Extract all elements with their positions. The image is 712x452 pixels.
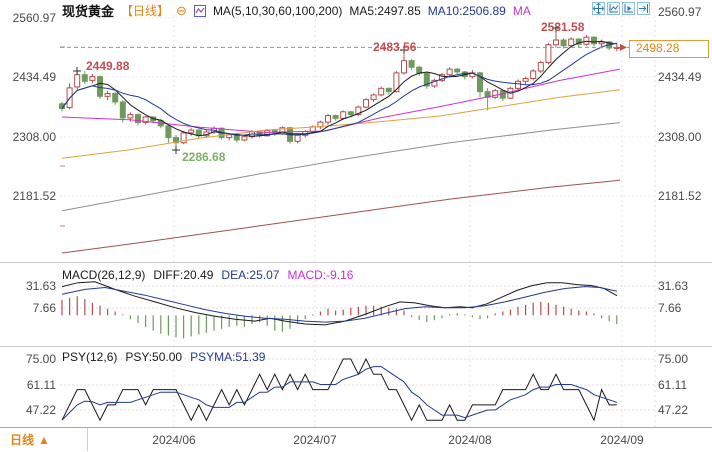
ma-chart-icon <box>193 4 206 17</box>
symbol-name: 现货黄金 <box>62 4 115 19</box>
period-up-arrow-icon: ▲ <box>38 432 50 447</box>
macd-psy-divider <box>0 346 712 347</box>
ma-more-label: MA <box>512 3 531 18</box>
chart-header: 现货黄金 【日线】 ⊖ MA(5,10,30,60,100,200) MA5:2… <box>62 1 531 20</box>
chart-toolbar <box>592 2 650 15</box>
psy-params-label: PSY(12,6) <box>62 350 118 364</box>
macd-header: MACD(26,12,9) DIFF:20.49 DEA:25.07 MACD:… <box>62 268 353 282</box>
period-selector-label: 日线 <box>10 433 35 447</box>
main-macd-divider <box>0 262 712 263</box>
macd-dea-value: DEA:25.07 <box>221 268 280 282</box>
psy-header: PSY(12,6) PSY:50.00 PSYMA:51.39 <box>62 350 265 364</box>
psyma-value: PSYMA:51.39 <box>190 350 266 364</box>
period-tag: 【日线】 <box>121 4 170 18</box>
macd-diff-value: DIFF:20.49 <box>153 268 214 282</box>
ma5-value: MA5:2497.85 <box>349 3 421 18</box>
macd-hist-value: MACD:-9.16 <box>287 268 354 282</box>
axis-scale-tool-icon[interactable] <box>607 2 620 15</box>
ma-params-label: MA(5,10,30,60,100,200) <box>212 3 343 18</box>
playback-tool-icon[interactable] <box>622 2 635 15</box>
time-axis-bar <box>0 427 712 452</box>
psy-value: PSY:50.00 <box>125 350 183 364</box>
macd-params-label: MACD(26,12,9) <box>62 268 146 282</box>
period-selector[interactable]: 日线 ▲ <box>0 428 88 451</box>
goto-latest-tool-icon[interactable] <box>637 2 650 15</box>
collapse-icon[interactable]: ⊖ <box>176 2 187 18</box>
ma10-value: MA10:2506.89 <box>427 3 506 18</box>
move-tool-icon[interactable] <box>592 2 605 15</box>
last-price-tag: 2498.28 <box>629 40 709 58</box>
